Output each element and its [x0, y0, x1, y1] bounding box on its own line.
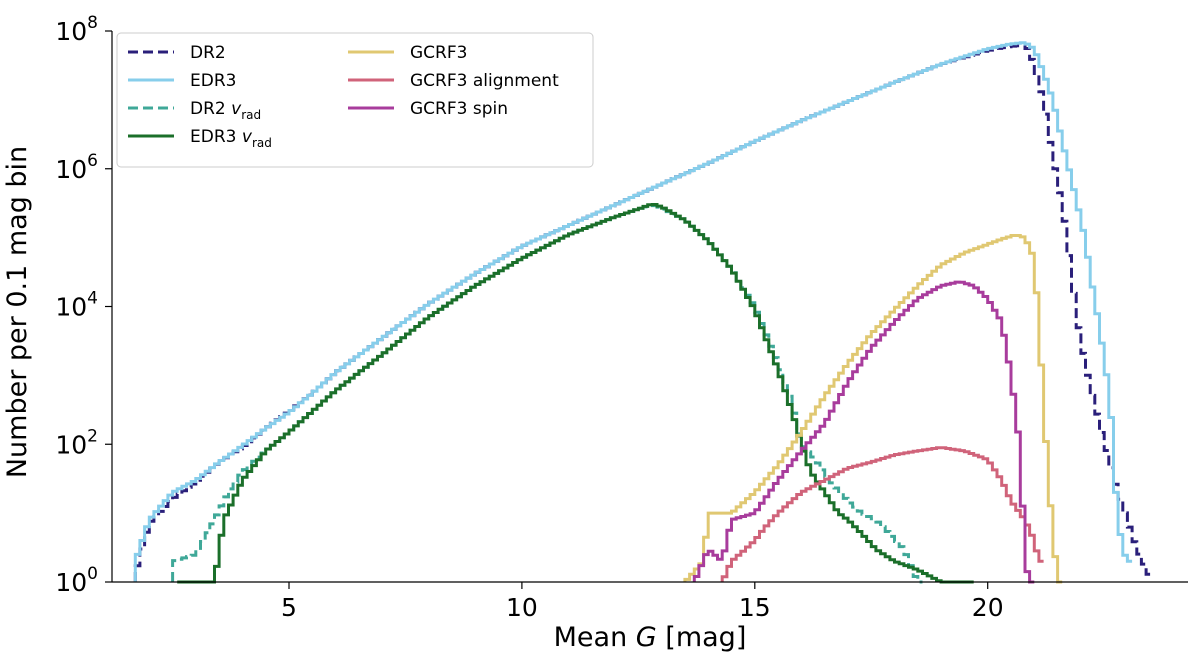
- series-line-edr3: [133, 41, 1133, 582]
- x-tick-label: 5: [281, 593, 297, 622]
- x-tick-label: 10: [506, 593, 538, 622]
- series-line-gcrf3_spin: [692, 280, 1035, 584]
- x-tick-label: 15: [739, 593, 771, 622]
- legend: DR2 EDR3 DR2 vrad EDR3 vrad GCRF3 GCRF3 align…: [116, 32, 594, 168]
- y-tick-label: 104: [55, 289, 98, 322]
- tick-layer: 5 10 15 20 100 102 104 106 108: [55, 13, 1003, 622]
- y-tick-label: 102: [55, 426, 98, 459]
- legend-label-dr2_vrad: DR2 vrad: [190, 99, 261, 122]
- legend-label-edr3: EDR3: [190, 71, 236, 91]
- legend-label-gcrf3_alignment: GCRF3 alignment: [410, 71, 559, 91]
- x-axis-label: Mean G [mag]: [554, 622, 747, 653]
- series-line-gcrf3: [683, 234, 1063, 584]
- x-tick-label: 20: [972, 593, 1004, 622]
- series-line-dr2_vrad: [171, 204, 923, 584]
- legend-label-edr3_vrad: EDR3 vrad: [190, 127, 272, 150]
- y-tick-label: 100: [55, 564, 98, 597]
- y-axis-label: Number per 0.1 mag bin: [2, 146, 33, 478]
- series-line-edr3_vrad: [177, 203, 974, 584]
- series-line-gcrf3_alignment: [720, 446, 1044, 582]
- legend-frame: [116, 32, 594, 168]
- y-tick-label: 108: [55, 13, 98, 46]
- y-tick-label: 106: [55, 151, 98, 184]
- legend-label-gcrf3: GCRF3: [410, 43, 467, 63]
- series-layer: [133, 41, 1151, 584]
- legend-label-dr2: DR2: [190, 43, 226, 63]
- legend-label-gcrf3_spin: GCRF3 spin: [410, 99, 508, 119]
